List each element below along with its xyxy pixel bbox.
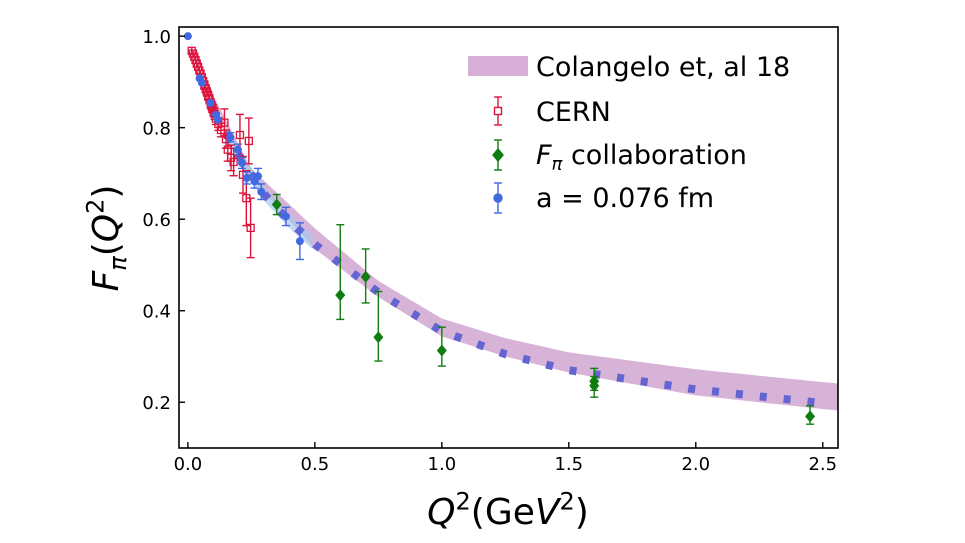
y-tick-label: 1.0: [142, 27, 171, 48]
legend-label-colangelo: Colangelo et, al 18: [536, 52, 790, 83]
cern-point: [235, 130, 245, 140]
legend-label-cern: CERN: [536, 97, 611, 128]
legend-band-swatch: [468, 56, 528, 76]
cern-point: [229, 157, 238, 167]
series-circle: [183, 32, 304, 261]
cern-point: [244, 136, 253, 146]
cern-point: [187, 46, 196, 55]
y-tick-label: 0.2: [142, 393, 171, 414]
lattice-point: [257, 187, 266, 196]
plot-frame: [178, 26, 839, 449]
lattice-point: [226, 133, 235, 142]
lattice-dashed-curve: [222, 130, 824, 408]
y-tick-label: 0.6: [142, 210, 171, 231]
series-diamond: [271, 193, 816, 425]
lattice-point: [242, 174, 251, 183]
lattice-point: [213, 115, 222, 124]
ticks-layer: 0.0 0.5 1.0 1.5 2.0 2.5 0.2 0.4 0.6 0.8 1.0: [142, 27, 837, 475]
lattice-point: [233, 145, 242, 154]
lattice-point: [281, 212, 290, 221]
lattice-point: [295, 237, 304, 246]
fpi-point: [335, 289, 346, 302]
x-tick-label: 1.0: [428, 454, 457, 475]
cern-point: [246, 223, 255, 233]
legend-fpi-marker: [492, 139, 504, 171]
fpi-point: [373, 331, 384, 344]
y-tick-label: 0.8: [142, 119, 171, 140]
lattice-error-band: [225, 125, 313, 249]
legend-label-lattice: a = 0.076 fm: [536, 183, 714, 214]
lattice-point: [197, 78, 206, 87]
y-tick-label: 0.4: [142, 302, 171, 323]
fpi-point: [436, 344, 447, 357]
lattice-curve-layer: [222, 125, 824, 408]
x-tick-label: 1.5: [554, 454, 583, 475]
lattice-point: [206, 98, 215, 107]
y-axis-label: Fπ(Q2): [82, 185, 132, 292]
fpi-point: [805, 410, 816, 423]
fpi-point: [589, 379, 600, 392]
legend: Colangelo et, al 18 CERN Fπ collaboratio…: [468, 52, 790, 214]
lattice-point: [237, 158, 246, 167]
x-tick-label: 0.5: [301, 454, 330, 475]
fpi-point: [271, 198, 282, 211]
lattice-point: [183, 32, 192, 41]
legend-cern-marker: [493, 96, 503, 126]
cern-point: [220, 118, 229, 127]
fpi-point: [360, 270, 371, 283]
x-tick-label: 2.5: [808, 454, 837, 475]
data-points-layer: [183, 32, 816, 425]
legend-label-fpi: Fπ collaboration: [536, 140, 747, 175]
legend-lattice-marker: [493, 182, 503, 214]
x-axis-label: Q2(GeV2): [427, 488, 589, 533]
x-tick-label: 0.0: [174, 454, 203, 475]
x-tick-label: 2.0: [681, 454, 710, 475]
lattice-point: [253, 172, 262, 181]
